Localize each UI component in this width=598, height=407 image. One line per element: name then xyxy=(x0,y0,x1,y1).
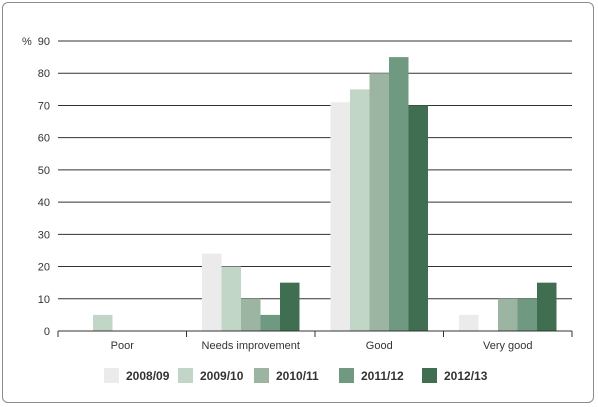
y-tick-label: 50 xyxy=(38,165,50,177)
legend: 2008/09 2009/10 2010/11 2011/12 2012/13 xyxy=(104,368,488,383)
bar-2011/12-Good xyxy=(389,57,409,331)
y-axis-ticks: 0 10 20 30 40 50 60 70 80 90 xyxy=(38,36,50,338)
bar-2009/10-Poor xyxy=(93,314,113,331)
bar-2008/09-Very good xyxy=(459,314,479,331)
bar-2012/13-Needs improvement xyxy=(280,282,300,331)
gridlines xyxy=(58,40,572,300)
y-tick-label: 60 xyxy=(38,133,50,145)
legend-swatch-2010/11 xyxy=(254,368,269,383)
bar-2011/12-Very good xyxy=(517,298,537,331)
x-category-label: Good xyxy=(366,340,393,352)
bar-2012/13-Good xyxy=(408,105,428,331)
bar-2012/13-Very good xyxy=(537,282,557,331)
y-tick-label: 70 xyxy=(38,100,50,112)
bars xyxy=(93,57,557,331)
legend-label: 2008/09 xyxy=(126,369,170,383)
y-tick-label: 20 xyxy=(38,262,50,274)
legend-label: 2011/12 xyxy=(361,369,404,383)
y-tick-label: 80 xyxy=(38,68,50,80)
legend-swatch-2008/09 xyxy=(104,368,119,383)
y-tick-label: 10 xyxy=(38,294,50,306)
y-tick-label: 30 xyxy=(38,229,50,241)
x-category-label: Poor xyxy=(111,340,135,352)
x-category-label: Very good xyxy=(483,340,533,352)
bar-2010/11-Needs improvement xyxy=(241,298,261,331)
x-category-label: Needs improvement xyxy=(202,340,300,352)
y-unit-label: % xyxy=(22,36,32,48)
legend-swatch-2012/13 xyxy=(422,368,437,383)
bar-2008/09-Good xyxy=(330,102,350,331)
legend-label: 2010/11 xyxy=(276,369,319,383)
bar-2009/10-Needs improvement xyxy=(221,266,241,331)
legend-swatch-2009/10 xyxy=(178,368,193,383)
bar-2008/09-Needs improvement xyxy=(202,253,222,331)
bar-2011/12-Needs improvement xyxy=(260,314,280,331)
x-axis: Poor Needs improvement Good Very good xyxy=(57,330,573,352)
y-tick-label: 40 xyxy=(38,197,50,209)
bar-2010/11-Good xyxy=(369,73,389,331)
bar-2010/11-Very good xyxy=(498,298,518,331)
y-tick-label: 90 xyxy=(38,36,50,48)
y-tick-label: 0 xyxy=(44,326,50,338)
bar-2009/10-Good xyxy=(350,89,370,331)
legend-label: 2009/10 xyxy=(200,369,244,383)
legend-swatch-2011/12 xyxy=(339,368,354,383)
legend-label: 2012/13 xyxy=(444,369,488,383)
